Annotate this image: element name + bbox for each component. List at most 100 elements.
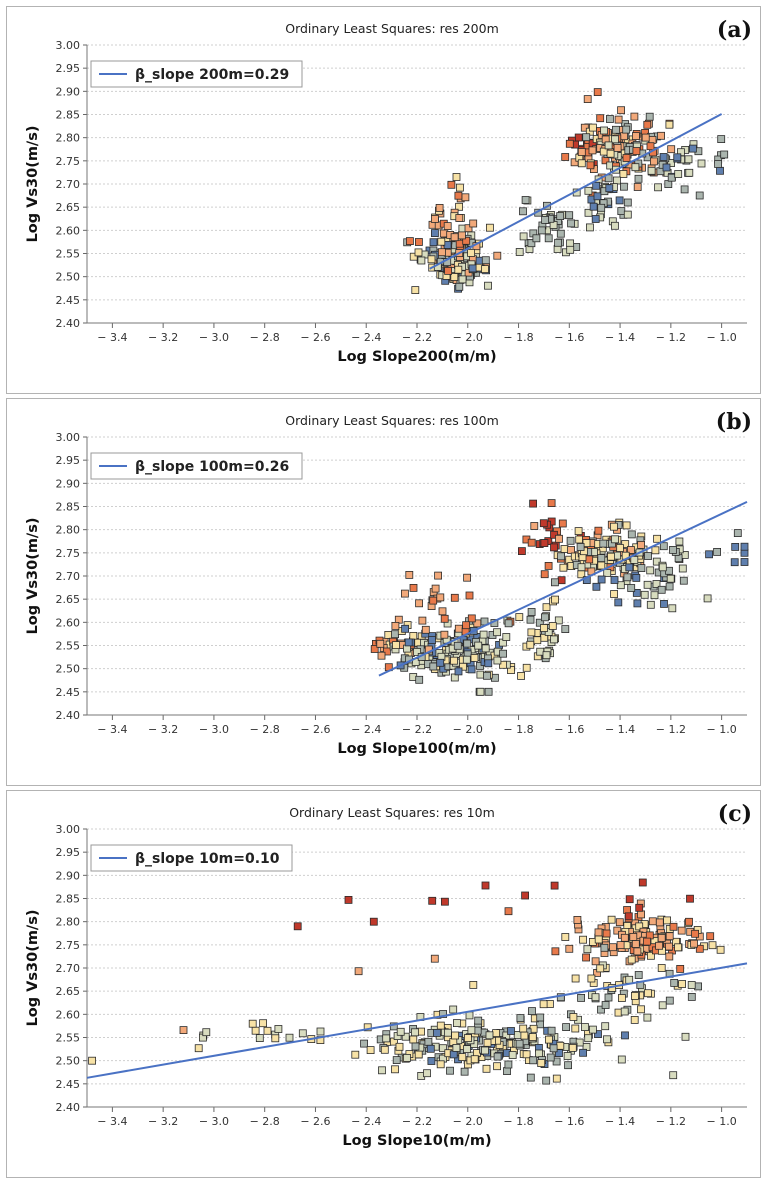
data-point (550, 530, 558, 539)
data-point (481, 265, 489, 274)
data-point (588, 146, 597, 155)
data-point (384, 630, 393, 639)
data-point (516, 1014, 525, 1023)
x-tick-label: − 2.4 (351, 723, 381, 736)
data-point (617, 1055, 626, 1064)
x-tick-label: − 1.0 (707, 1115, 737, 1128)
data-point (580, 123, 589, 132)
data-point (678, 564, 687, 573)
data-point (271, 1034, 280, 1043)
data-point (558, 519, 567, 528)
data-point (662, 163, 671, 172)
data-point (194, 1044, 203, 1053)
data-point (552, 1057, 561, 1066)
data-point (438, 607, 447, 616)
data-point (621, 1031, 629, 1040)
data-point (643, 937, 651, 946)
data-point (395, 1042, 404, 1051)
x-axis-label: Log Slope200(m/m) (337, 349, 496, 365)
data-point (485, 1031, 494, 1040)
data-point (625, 563, 634, 572)
data-point (467, 665, 476, 674)
data-point (646, 142, 655, 151)
data-point (561, 933, 570, 941)
data-point (424, 1037, 433, 1046)
data-point (708, 941, 717, 950)
data-point (705, 550, 713, 559)
x-tick-label: − 3.2 (148, 331, 178, 344)
data-point (503, 1067, 511, 1076)
data-point (436, 593, 445, 602)
data-point (613, 143, 622, 152)
y-tick-label: 2.75 (56, 547, 81, 560)
data-point (574, 527, 583, 536)
data-point (597, 554, 606, 563)
data-point (541, 613, 549, 622)
data-point (605, 184, 614, 193)
data-point (697, 159, 706, 168)
data-point (429, 238, 438, 247)
data-point (584, 186, 593, 195)
data-point (625, 895, 634, 904)
data-point (552, 1074, 561, 1083)
data-point (380, 1045, 389, 1054)
data-point (596, 114, 605, 123)
data-point (434, 571, 443, 580)
data-point (455, 183, 464, 192)
data-point (616, 941, 625, 950)
data-point (669, 1071, 678, 1080)
data-point (392, 641, 400, 650)
y-tick-label: 2.85 (56, 893, 81, 906)
data-point (499, 660, 507, 669)
data-point (443, 1028, 452, 1037)
data-point (631, 163, 640, 172)
data-point (529, 499, 537, 508)
data-point (522, 1050, 531, 1059)
data-point (609, 943, 617, 952)
data-point (740, 542, 749, 551)
data-point (483, 671, 491, 680)
data-point (616, 544, 624, 552)
data-point (389, 1022, 398, 1031)
y-tick-label: 3.00 (56, 431, 81, 444)
data-point (248, 1019, 257, 1028)
data-point (695, 191, 704, 200)
data-point (680, 185, 689, 194)
x-tick-label: − 1.0 (707, 723, 737, 736)
data-point (676, 964, 685, 973)
data-point (436, 1021, 445, 1030)
data-point (664, 180, 673, 189)
data-point (556, 229, 565, 238)
data-point (481, 256, 490, 265)
data-point (392, 1056, 401, 1065)
data-point (544, 627, 553, 636)
data-point (499, 649, 508, 658)
data-point (618, 994, 626, 1002)
data-point (565, 211, 574, 220)
data-point (492, 1029, 501, 1038)
data-point (556, 212, 565, 221)
data-point (594, 935, 603, 944)
data-point (720, 150, 729, 159)
data-point (519, 207, 527, 216)
data-point (592, 181, 601, 190)
data-point (643, 1013, 652, 1022)
data-point (658, 563, 667, 572)
data-point (432, 1028, 441, 1037)
data-point (544, 234, 553, 243)
data-point (622, 125, 631, 134)
data-point (366, 1046, 375, 1055)
data-point (382, 1034, 391, 1043)
data-point (429, 662, 438, 671)
data-point (454, 667, 463, 676)
data-point (646, 566, 655, 575)
data-point (643, 580, 652, 589)
data-point (689, 144, 697, 153)
y-tick-label: 2.55 (56, 1032, 81, 1045)
data-point (401, 624, 410, 633)
data-point (582, 953, 590, 962)
data-point (430, 954, 439, 963)
x-tick-label: − 2.6 (300, 723, 330, 736)
data-point (526, 640, 535, 649)
data-point (624, 912, 633, 921)
